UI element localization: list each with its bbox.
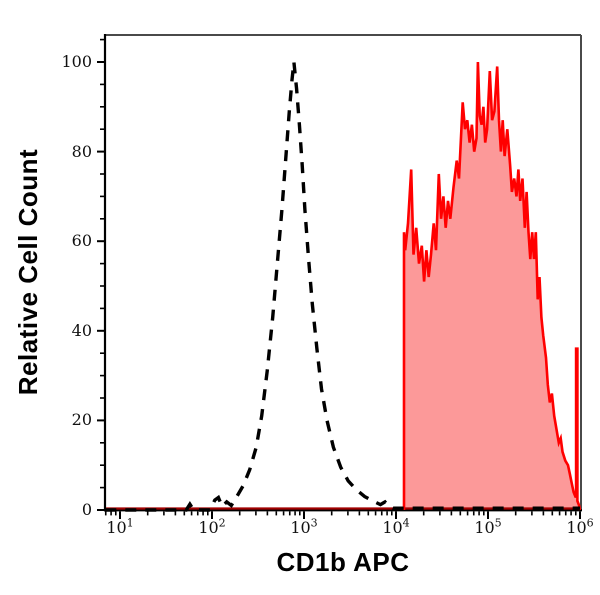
x-tick-label: 103: [290, 516, 318, 537]
y-tick-label: 0: [81, 500, 92, 519]
y-tick-label: 40: [71, 320, 92, 340]
y-tick-label: 100: [61, 52, 92, 71]
y-tick-label: 80: [71, 141, 92, 161]
x-tick-label: 104: [382, 516, 410, 537]
x-tick-label: 102: [198, 516, 226, 537]
y-axis-title: Relative Cell Count: [13, 148, 43, 396]
x-tick-label: 101: [106, 516, 134, 537]
stained-histogram-outline: [402, 61, 582, 511]
stained-histogram-fill: [404, 62, 580, 510]
control-histogram-dashed: [105, 61, 580, 512]
x-tick-label: 106: [566, 516, 594, 537]
y-tick-label: 60: [71, 231, 92, 251]
x-axis-title: CD1b APC: [276, 547, 410, 577]
x-tick-label: 105: [474, 516, 502, 537]
y-tick-label: 20: [71, 410, 92, 430]
